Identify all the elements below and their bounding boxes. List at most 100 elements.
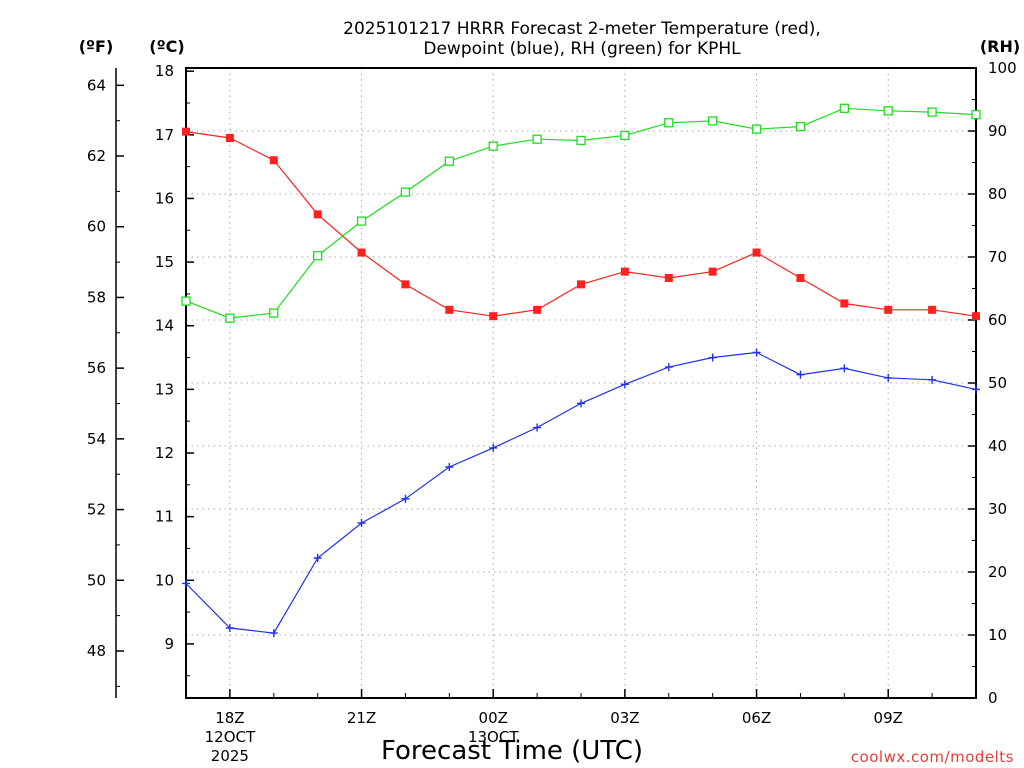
fahrenheit-tick-label: 62 (87, 147, 106, 165)
celsius-unit-label: (ºC) (149, 37, 184, 56)
temperature-point (752, 248, 761, 257)
x-tick-label: 2025 (211, 747, 249, 765)
celsius-tick-label: 13 (155, 380, 174, 398)
temperature-point (269, 156, 278, 165)
rh-tick-label: 60 (988, 311, 1007, 329)
temperature-point (708, 267, 717, 276)
rh-point (927, 107, 937, 117)
temperature-line (185, 131, 977, 317)
rh-point (313, 251, 323, 261)
rh-point (664, 118, 674, 128)
temperature-point (401, 280, 410, 289)
temperature-point (664, 274, 673, 282)
rh-point (751, 124, 762, 134)
dewpoint-point (752, 348, 761, 357)
dewpoint-point (928, 375, 937, 384)
rh-tick-label: 100 (988, 59, 1017, 77)
rh-point (795, 121, 806, 132)
rh-point (708, 116, 718, 126)
temperature-point (182, 127, 190, 136)
temperature-point (840, 299, 849, 308)
x-tick-label: 09Z (874, 709, 903, 727)
temperature-point (445, 305, 454, 314)
rh-tick-label: 30 (988, 500, 1007, 518)
dewpoint-point (445, 463, 454, 471)
dewpoint-point (357, 519, 366, 527)
temperature-point (928, 305, 937, 314)
dewpoint-point (840, 364, 849, 373)
temperature-point (313, 210, 322, 219)
fahrenheit-tick-label: 54 (87, 430, 106, 448)
temperature-point (972, 312, 980, 321)
rh-tick-label: 70 (988, 248, 1007, 266)
celsius-tick-label: 18 (155, 62, 174, 80)
dewpoint-point (225, 624, 234, 632)
temperature-point (489, 312, 498, 321)
x-tick-label: 06Z (742, 709, 771, 727)
rh-point (488, 141, 498, 151)
rh-point (620, 130, 630, 141)
dewpoint-point (620, 380, 629, 389)
fahrenheit-tick-label: 58 (87, 288, 106, 306)
rh-tick-label: 50 (988, 374, 1007, 392)
celsius-tick-label: 10 (155, 571, 174, 589)
celsius-tick-label: 16 (155, 189, 174, 207)
rh-point (532, 134, 542, 144)
dewpoint-line (185, 351, 977, 634)
rh-point (839, 103, 849, 113)
fahrenheit-unit-label: (ºF) (79, 37, 114, 56)
data-series (181, 103, 981, 638)
rh-tick-label: 90 (988, 122, 1007, 140)
dewpoint-point (577, 399, 585, 408)
temperature-point (796, 274, 805, 282)
temperature-point (357, 248, 366, 257)
x-tick-label: 03Z (610, 709, 639, 727)
celsius-tick-label: 11 (155, 508, 174, 526)
x-tick-label: 00Z (479, 709, 508, 727)
celsius-tick-label: 15 (155, 253, 174, 271)
rh-point (269, 308, 279, 318)
rh-point (883, 106, 893, 116)
rh-point (225, 313, 235, 323)
x-tick-label: 18Z (215, 709, 244, 727)
rh-tick-label: 0 (988, 689, 998, 707)
fahrenheit-tick-label: 56 (87, 359, 106, 377)
dewpoint-point (664, 363, 673, 372)
rh-point (576, 135, 586, 146)
celsius-tick-label: 12 (155, 444, 174, 462)
chart-title-line-1: 2025101217 HRRR Forecast 2-meter Tempera… (343, 19, 821, 39)
celsius-tick-label: 17 (155, 126, 174, 144)
rh-point (400, 187, 411, 197)
rh-tick-label: 20 (988, 563, 1007, 581)
dewpoint-point (796, 370, 805, 379)
rh-tick-label: 10 (988, 626, 1007, 644)
grid-lines (186, 68, 976, 698)
credit-text: coolwx.com/modelts (851, 748, 1014, 766)
dewpoint-point (401, 494, 410, 503)
dewpoint-point (489, 443, 498, 452)
dewpoint-point (708, 353, 717, 362)
celsius-tick-label: 14 (155, 317, 174, 335)
temperature-point (225, 134, 234, 142)
fahrenheit-tick-label: 60 (87, 218, 106, 236)
fahrenheit-tick-label: 50 (87, 571, 106, 589)
temperature-point (620, 267, 629, 276)
x-tick-label: 13OCT (468, 728, 519, 746)
rh-point (356, 216, 367, 226)
celsius-tick-label: 9 (164, 635, 174, 653)
x-axis-label: Forecast Time (UTC) (381, 736, 643, 766)
rh-tick-label: 80 (988, 185, 1007, 203)
dewpoint-point (884, 373, 893, 382)
dewpoint-point (533, 423, 542, 432)
x-tick-label: 12OCT (205, 728, 256, 746)
fahrenheit-tick-label: 52 (87, 501, 106, 519)
x-tick-label: 21Z (347, 709, 376, 727)
rh-point (971, 109, 981, 120)
temperature-point (577, 280, 585, 289)
fahrenheit-tick-label: 48 (87, 642, 106, 660)
rh-point (181, 296, 191, 306)
fahrenheit-tick-label: 64 (87, 76, 106, 94)
dewpoint-point (313, 554, 322, 562)
rh-tick-label: 40 (988, 437, 1007, 455)
